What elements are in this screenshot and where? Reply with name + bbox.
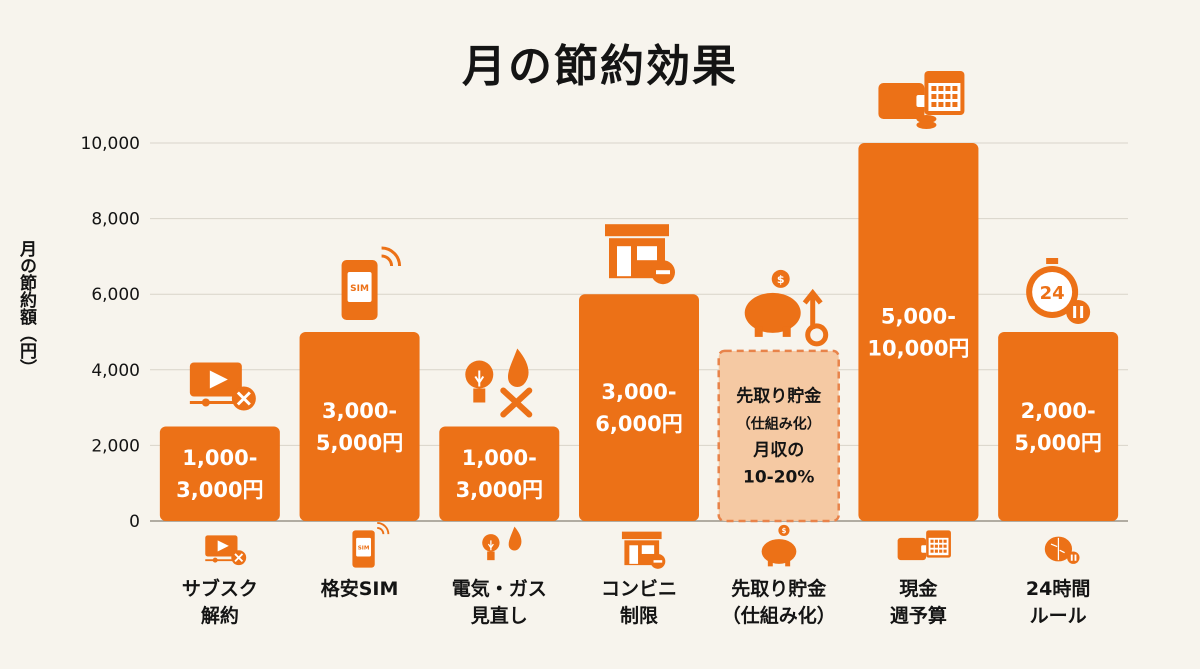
video-cancel-icon <box>189 362 256 411</box>
svg-text:24: 24 <box>1040 283 1065 304</box>
data-label: 3,000-5,000円 <box>316 399 403 455</box>
category-label: 先取り貯金 （仕組み化） <box>721 578 836 627</box>
wallet-calendar-icon <box>897 530 951 561</box>
wallet-calendar-coins-icon <box>878 71 965 129</box>
smartphone-sim-icon: SIM <box>352 522 390 568</box>
bar-6 <box>858 143 979 521</box>
category-label: 現金 週予算 <box>889 578 947 627</box>
svg-text:$: $ <box>777 273 785 286</box>
y-tick-label: 2,000 <box>91 436 140 456</box>
svg-text:$: $ <box>782 527 787 535</box>
bulb-flame-icon <box>482 526 522 561</box>
category-label: サブスク 解約 <box>181 578 258 627</box>
bar-2 <box>299 332 420 521</box>
video-cancel-icon <box>205 535 247 566</box>
data-label: 3,000-6,000円 <box>595 380 682 436</box>
bar-1 <box>159 426 280 521</box>
bulb-flame-tools-icon <box>465 348 533 418</box>
bar-7 <box>998 332 1119 521</box>
y-tick-label: 0 <box>129 512 140 532</box>
y-tick-label: 10,000 <box>81 134 140 154</box>
data-label: 5,000-10,000円 <box>867 304 969 360</box>
data-label: 1,000-3,000円 <box>176 446 263 502</box>
svg-text:SIM: SIM <box>358 546 370 552</box>
y-axis-label: 月の節約額（円） <box>16 240 36 376</box>
piggy-bank-icon: $ <box>761 524 797 567</box>
category-label: 格安SIM <box>320 578 399 600</box>
category-label: 24時間 ルール <box>1025 578 1091 627</box>
svg-text:SIM: SIM <box>350 284 369 294</box>
category-label: コンビニ 制限 <box>600 578 677 627</box>
stopwatch-24-pause-icon: 24 <box>1026 258 1091 324</box>
bar-3 <box>439 426 560 521</box>
bar-5 <box>717 349 840 523</box>
data-label: 2,000-5,000円 <box>1014 399 1101 455</box>
bar-4 <box>579 294 699 521</box>
store-minus-icon <box>621 531 666 569</box>
y-tick-label: 6,000 <box>91 285 140 305</box>
data-label: 先取り貯金（仕組み化）月収の 10-20% <box>736 385 822 487</box>
data-label: 1,000-3,000円 <box>456 446 543 502</box>
category-label: 電気・ガス 見直し <box>451 578 547 627</box>
y-tick-label: 8,000 <box>91 210 140 230</box>
piggy-bank-growth-icon: $ <box>744 269 829 347</box>
y-tick-label: 4,000 <box>91 361 140 381</box>
brain-pause-icon <box>1044 536 1080 564</box>
store-minus-icon <box>605 224 675 285</box>
smartphone-sim-icon: SIM <box>341 246 402 320</box>
chart-title: 月の節約効果 <box>462 41 738 92</box>
